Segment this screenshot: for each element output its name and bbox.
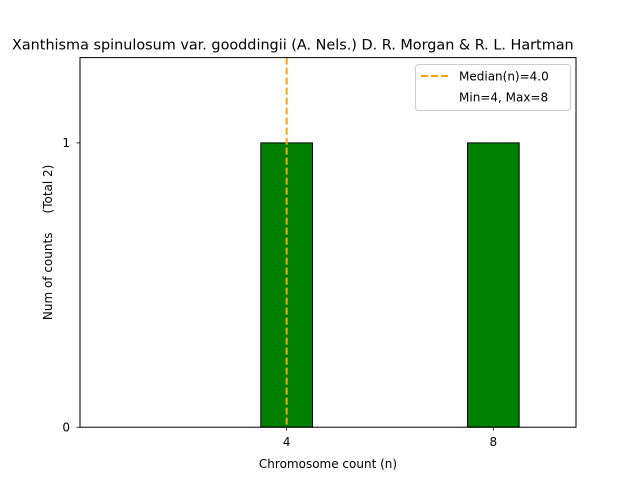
x-tick-label: 4: [283, 435, 291, 449]
x-axis-label: Chromosome count (n): [259, 457, 397, 471]
bar-8: [467, 142, 520, 428]
plot-frame: [79, 57, 577, 428]
y-axis-label: Num of counts (Total 2): [41, 165, 55, 320]
y-tick-label: 0: [62, 421, 70, 435]
x-tick-label: 8: [490, 435, 498, 449]
legend: Median(n)=4.0 Min=4, Max=8: [415, 64, 571, 111]
legend-entry-median: Median(n)=4.0: [459, 70, 549, 84]
chart-title: Xanthisma spinulosum var. gooddingii (A.…: [12, 38, 574, 54]
legend-box: [415, 64, 571, 111]
legend-entry-range: Min=4, Max=8: [459, 91, 548, 105]
y-tick-label: 1: [62, 136, 70, 150]
y-axis-ticks: 01: [62, 136, 80, 435]
